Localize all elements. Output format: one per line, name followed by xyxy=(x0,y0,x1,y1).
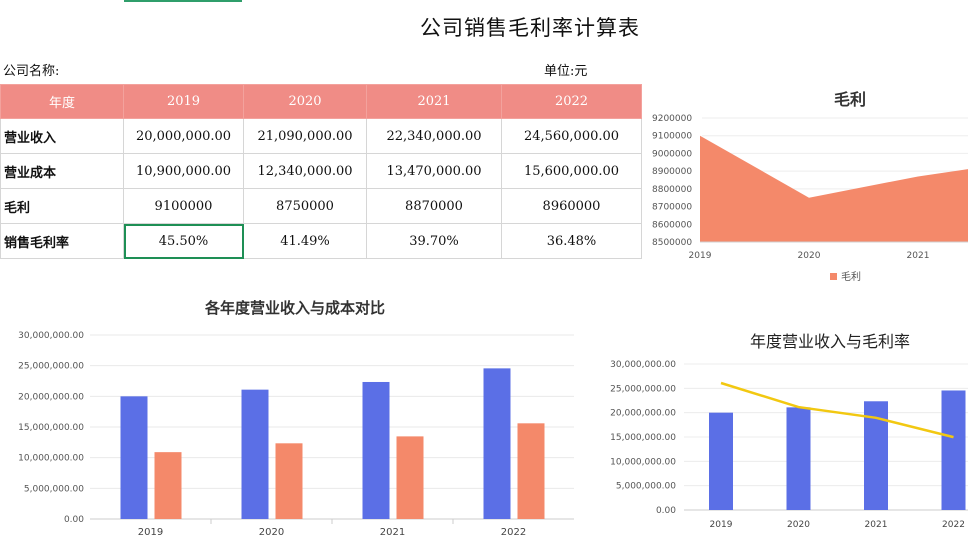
revenue-margin-chart-title: 年度营业收入与毛利率 xyxy=(749,332,910,351)
table-cell[interactable]: 13,470,000.00 xyxy=(366,153,502,189)
y-tick-label: 9100000 xyxy=(652,132,692,142)
table-cell[interactable]: 21,090,000.00 xyxy=(243,118,367,154)
gross-profit-chart-title: 毛利 xyxy=(833,90,866,109)
revenue-cost-chart-title: 各年度营业收入与成本对比 xyxy=(204,299,385,317)
table-cell[interactable]: 8750000 xyxy=(243,188,367,224)
x-tick-label: 2021 xyxy=(865,520,888,530)
y-tick-label: 15,000,000.00 xyxy=(18,423,84,433)
table-cell[interactable]: 8870000 xyxy=(366,188,502,224)
y-tick-label: 5,000,000.00 xyxy=(616,482,676,492)
y-tick-label: 10,000,000.00 xyxy=(18,454,84,464)
x-tick-label: 2019 xyxy=(689,251,712,261)
y-tick-label: 9000000 xyxy=(652,149,692,159)
sheet-title: 公司销售毛利率计算表 xyxy=(420,16,640,40)
table-cell[interactable]: 10,900,000.00 xyxy=(123,153,244,189)
y-tick-label: 8700000 xyxy=(652,203,692,213)
row-label[interactable]: 营业收入 xyxy=(0,118,124,154)
y-tick-label: 8800000 xyxy=(652,185,692,195)
table-cell[interactable]: 22,340,000.00 xyxy=(366,118,502,154)
row-label[interactable]: 营业成本 xyxy=(0,153,124,189)
y-tick-label: 10,000,000.00 xyxy=(610,457,676,467)
gross-profit-area-chart[interactable]: 8500000 8600000 8700000 8800000 8900000 90000… xyxy=(650,106,968,286)
x-tick-label: 2022 xyxy=(501,527,526,538)
y-tick-label: 20,000,000.00 xyxy=(610,409,676,419)
row-label[interactable]: 销售毛利率 xyxy=(0,223,124,259)
y-tick-label: 25,000,000.00 xyxy=(18,362,84,372)
revenue-bar xyxy=(362,381,390,519)
header-cell[interactable]: 2019 xyxy=(123,84,244,119)
column-selection-marker xyxy=(124,0,242,2)
header-cell[interactable]: 年度 xyxy=(0,84,124,119)
legend-label: 毛利 xyxy=(841,271,861,283)
y-tick-label: 30,000,000.00 xyxy=(18,331,84,341)
y-tick-label: 30,000,000.00 xyxy=(610,360,676,370)
revenue-bar xyxy=(786,407,811,510)
table-cell[interactable]: 36.48% xyxy=(501,223,642,259)
y-tick-label: 0.00 xyxy=(656,506,676,516)
x-tick-label: 2019 xyxy=(710,520,733,530)
y-tick-label: 0.00 xyxy=(64,515,84,525)
y-tick-label: 5,000,000.00 xyxy=(24,484,84,494)
y-tick-label: 8500000 xyxy=(652,238,692,248)
x-tick-label: 2022 xyxy=(942,520,965,530)
table-cell[interactable]: 15,600,000.00 xyxy=(501,153,642,189)
header-cell[interactable]: 2021 xyxy=(366,84,502,119)
table-cell[interactable]: 12,340,000.00 xyxy=(243,153,367,189)
x-tick-label: 2020 xyxy=(798,251,821,261)
y-tick-label: 8900000 xyxy=(652,167,692,177)
revenue-bar xyxy=(120,396,148,519)
table-cell[interactable]: 9100000 xyxy=(123,188,244,224)
revenue-bar xyxy=(941,390,966,510)
y-tick-label: 9200000 xyxy=(652,114,692,124)
y-tick-label: 15,000,000.00 xyxy=(610,433,676,443)
header-cell[interactable]: 2020 xyxy=(243,84,367,119)
table-row: 营业收入 20,000,000.00 21,090,000.00 22,340,… xyxy=(0,118,642,154)
header-cell[interactable]: 2022 xyxy=(501,84,642,119)
area-series xyxy=(700,135,968,242)
legend-swatch xyxy=(830,273,837,280)
table-row: 营业成本 10,900,000.00 12,340,000.00 13,470,… xyxy=(0,153,642,189)
x-tick-label: 2021 xyxy=(380,527,405,538)
revenue-bar xyxy=(483,368,511,519)
row-label[interactable]: 毛利 xyxy=(0,188,124,224)
revenue-bar xyxy=(241,389,269,519)
table-row: 毛利 9100000 8750000 8870000 8960000 xyxy=(0,188,642,224)
revenue-margin-combo-chart[interactable]: 0.00 5,000,000.00 10,000,000.00 15,000,000.… xyxy=(600,352,968,541)
sales-margin-table: 年度 2019 2020 2021 2022 营业收入 20,000,000.0… xyxy=(0,84,642,259)
table-cell[interactable]: 24,560,000.00 xyxy=(501,118,642,154)
y-tick-label: 25,000,000.00 xyxy=(610,384,676,394)
x-tick-label: 2019 xyxy=(138,527,163,538)
x-tick-label: 2021 xyxy=(907,251,930,261)
table-cell[interactable]: 20,000,000.00 xyxy=(123,118,244,154)
x-tick-label: 2020 xyxy=(787,520,810,530)
cost-bar xyxy=(517,423,545,519)
x-tick-label: 2020 xyxy=(259,527,284,538)
table-cell[interactable]: 39.70% xyxy=(366,223,502,259)
margin-rate-line xyxy=(720,381,954,439)
table-cell[interactable]: 8960000 xyxy=(501,188,642,224)
table-header-row: 年度 2019 2020 2021 2022 xyxy=(0,84,642,119)
y-tick-label: 8600000 xyxy=(652,220,692,230)
unit-label[interactable]: 单位:元 xyxy=(544,64,588,79)
table-cell[interactable]: 41.49% xyxy=(243,223,367,259)
y-tick-label: 20,000,000.00 xyxy=(18,392,84,402)
cost-bar xyxy=(396,436,424,519)
selected-cell[interactable]: 45.50% xyxy=(123,223,244,259)
revenue-bar xyxy=(709,412,733,510)
revenue-cost-bar-chart[interactable]: 0.00 5,000,000.00 10,000,000.00 15,000,000.… xyxy=(0,325,590,541)
table-row: 销售毛利率 45.50% 41.49% 39.70% 36.48% xyxy=(0,223,642,259)
cost-bar xyxy=(275,443,303,519)
company-name-label[interactable]: 公司名称: xyxy=(3,64,60,79)
cost-bar xyxy=(154,452,182,519)
